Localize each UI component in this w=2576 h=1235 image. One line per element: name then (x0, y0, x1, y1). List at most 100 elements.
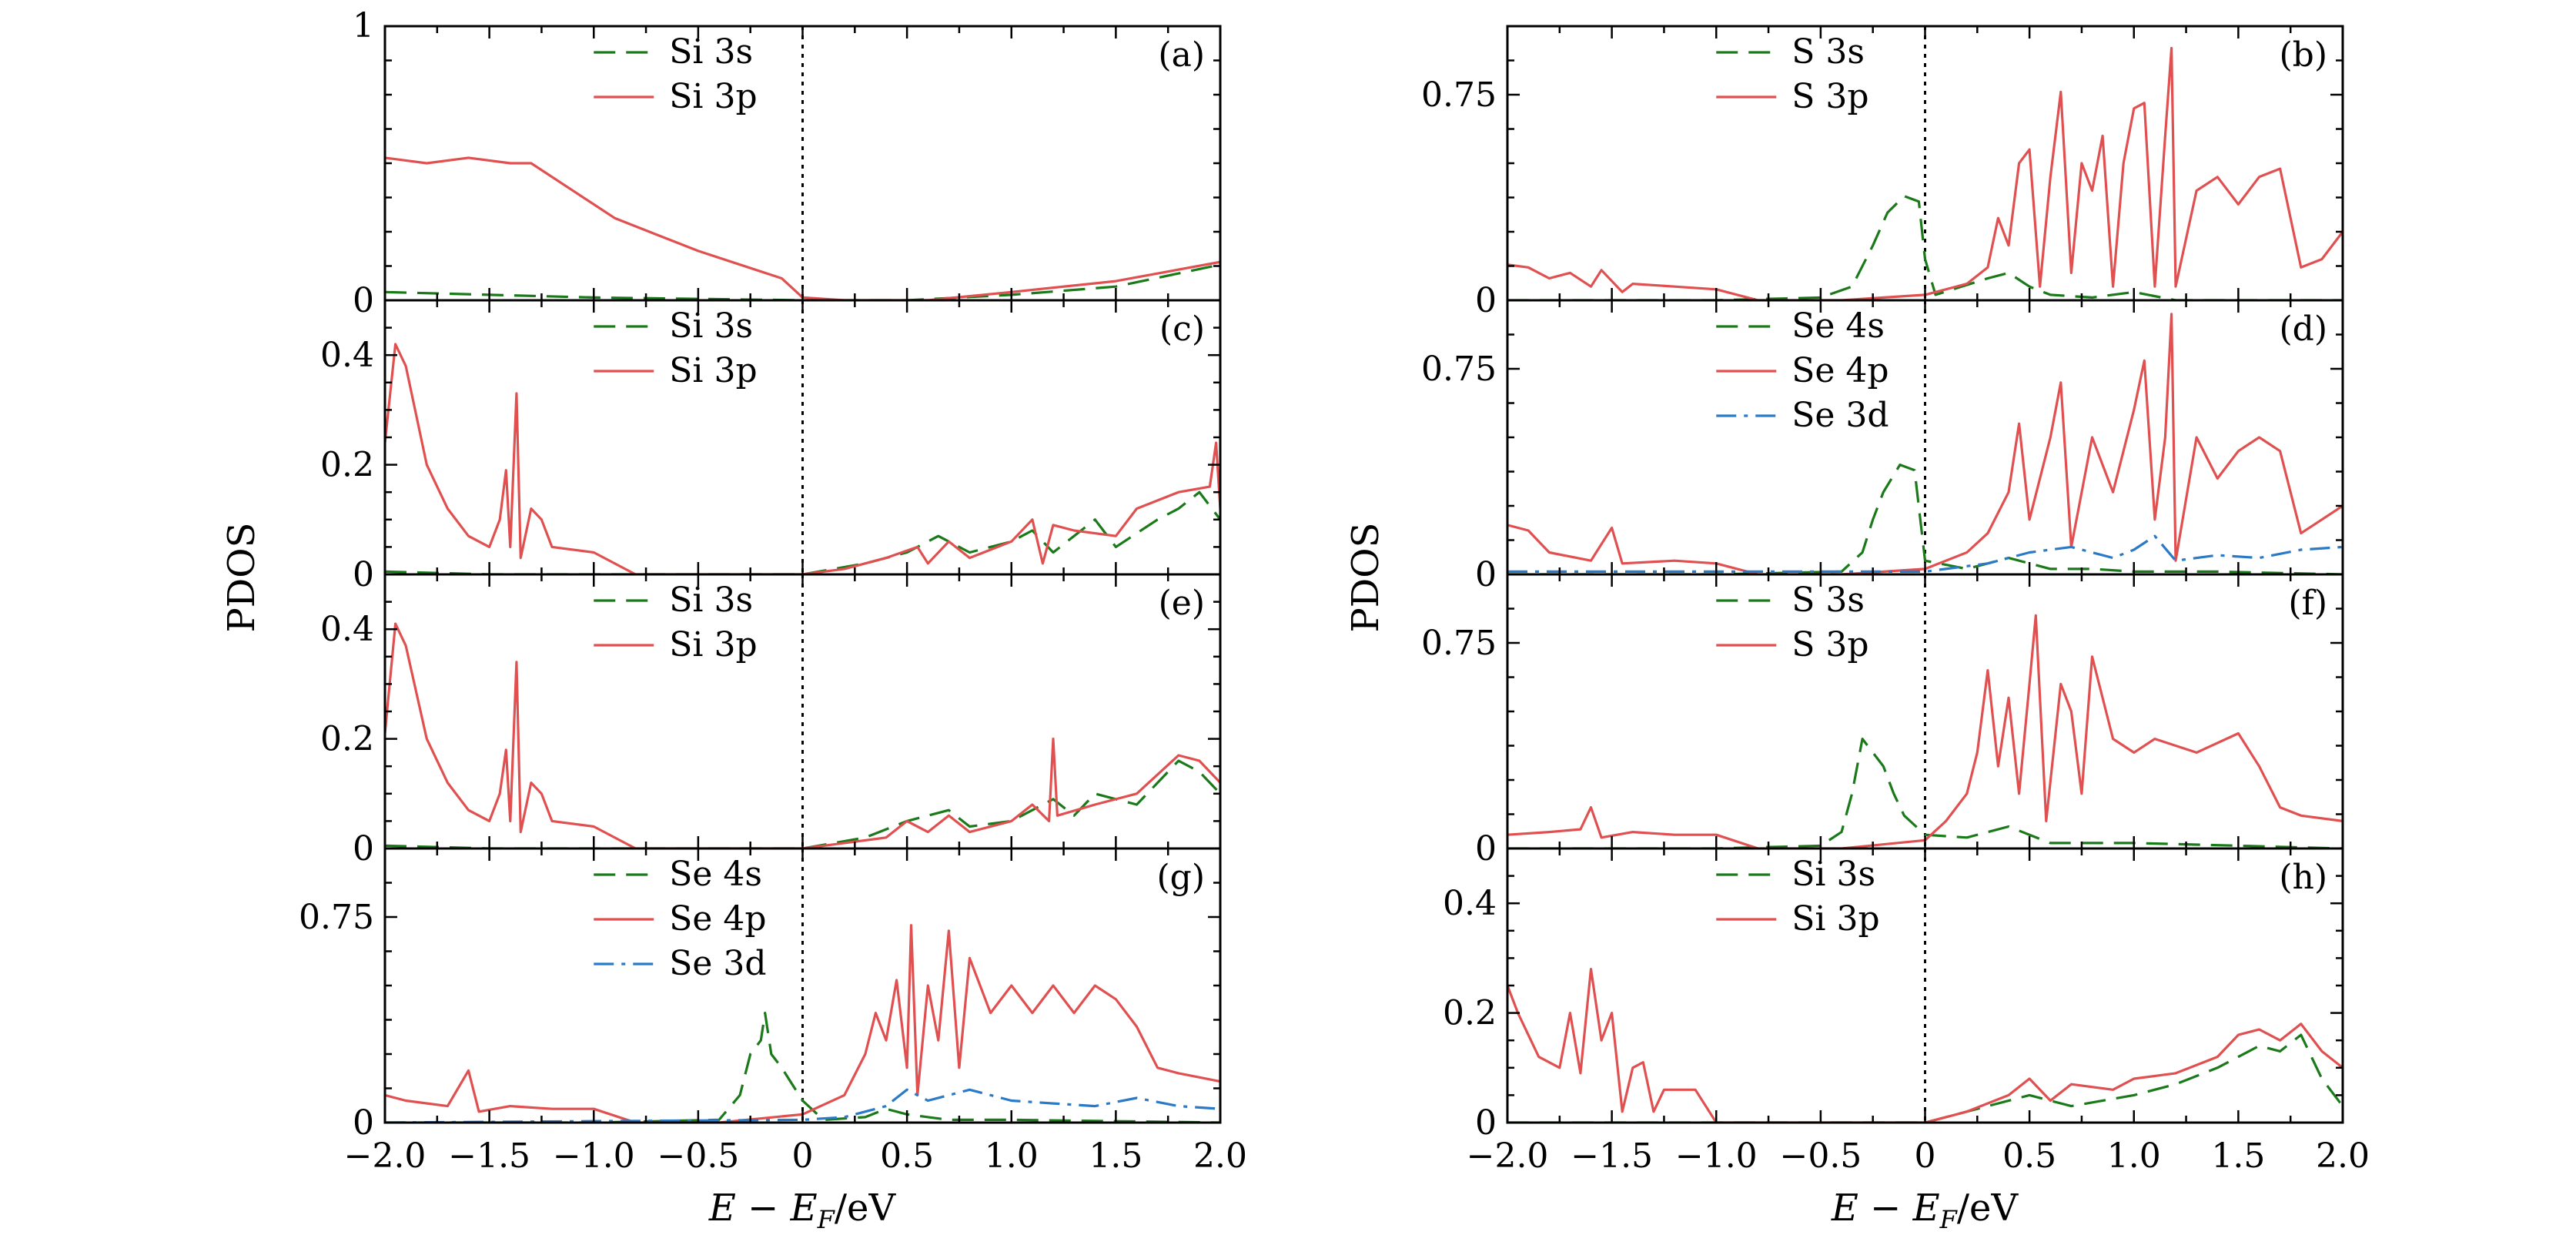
series-group (1507, 313, 2343, 574)
panel-e: 0 0.2 0.4 (e) Si 3s Si 3p (320, 573, 1222, 869)
x-tick-label: −1.5 (1571, 1136, 1653, 1176)
right-y-axis-title: PDOS (1344, 522, 1387, 632)
y-tick-label: 0.4 (320, 336, 374, 375)
x-tick-label: 0 (1915, 1136, 1936, 1176)
panel-f: 0 0.75 (f) S 3s S 3p (1421, 573, 2344, 869)
left-x-axis-title-unit: /eV (835, 1186, 897, 1230)
left-y-axis-title: PDOS (220, 522, 263, 632)
series-line-si-3p (1507, 968, 2343, 1123)
series-line-s-3s (1507, 738, 2343, 848)
series-line-s-3s (1507, 195, 2343, 300)
legend-entry: Si 3s (1791, 855, 1875, 894)
y-tick-label: 0.2 (1443, 994, 1497, 1033)
x-tick-label: 2.0 (2316, 1136, 2370, 1176)
legend-entry: Si 3p (1791, 899, 1879, 939)
series-group (385, 924, 1220, 1123)
x-tick-label: −1.0 (1675, 1136, 1758, 1176)
legend-entry: S 3s (1791, 581, 1865, 620)
panels-layer: 0 1 (a) Si 3s Si 3p 0 0.75 (b) S 3s S 3p 0 0.2 0.4 (c… (299, 6, 2344, 1143)
legend-entry: Se 4p (669, 899, 766, 939)
x-tick-label: 0.5 (2002, 1136, 2056, 1176)
x-tick-label: 0.5 (880, 1136, 934, 1176)
legend-entry: Se 3d (669, 944, 766, 983)
y-tick-label: 0.75 (1421, 350, 1497, 389)
x-tick-label: 1.0 (2107, 1136, 2161, 1176)
x-tick-label: 1.5 (2211, 1136, 2265, 1176)
x-tick-label: −1.5 (448, 1136, 530, 1176)
y-tick-label: 0 (1475, 829, 1497, 869)
series-line-si-3p (385, 343, 1220, 574)
y-tick-label: 0 (353, 281, 374, 320)
panel-h: 0 0.2 0.4 (h) Si 3s Si 3p (1443, 847, 2344, 1143)
series-line-si-3s (385, 263, 1220, 300)
panel-tag-label: (d) (2280, 310, 2328, 349)
legend-entry: S 3s (1791, 32, 1865, 72)
x-tick-label: 0 (792, 1136, 814, 1176)
series-line-se-4p (1507, 313, 2343, 574)
legend-entry: Si 3p (669, 77, 757, 116)
y-tick-label: 0.4 (1443, 884, 1497, 923)
series-group (1507, 614, 2343, 848)
panel-b: 0 0.75 (b) S 3s S 3p (1421, 25, 2344, 320)
y-tick-label: 0 (353, 1103, 374, 1143)
legend-entry: Si 3s (669, 32, 753, 72)
y-tick-label: 0 (353, 555, 374, 594)
panel-tag-label: (b) (2280, 35, 2328, 75)
left-column-x-ticks: −2.0 −1.5 −1.0 −0.5 0 0.5 1.0 1.5 2.0 (344, 1136, 1247, 1176)
x-tick-label: −1.0 (553, 1136, 635, 1176)
left-x-axis-title-main: E − E (708, 1186, 818, 1230)
legend-entry: S 3p (1791, 625, 1868, 664)
y-tick-label: 0 (1475, 1103, 1497, 1143)
panel-tag-label: (h) (2279, 858, 2327, 897)
y-tick-label: 0.2 (320, 446, 374, 485)
panel-tag-label: (a) (1158, 35, 1205, 75)
x-tick-label: −0.5 (1779, 1136, 1862, 1176)
y-tick-label: 0 (1475, 281, 1497, 320)
series-line-se-4p (385, 924, 1220, 1123)
x-tick-label: 1.0 (985, 1136, 1039, 1176)
panel-g: 0 0.75 (g) Se 4s Se 4p Se 3d (299, 847, 1222, 1143)
series-group (385, 156, 1220, 300)
legend-entry: Si 3p (669, 625, 757, 664)
right-x-axis-title-unit: /eV (1957, 1186, 2019, 1230)
panel-c: 0 0.2 0.4 (c) Si 3s Si 3p (320, 299, 1222, 594)
right-x-axis-title-sub: F (1939, 1205, 1959, 1234)
series-group (385, 343, 1220, 574)
y-tick-label: 0.75 (1421, 624, 1497, 663)
x-tick-label: 2.0 (1193, 1136, 1247, 1176)
left-x-axis-title: E − EF/eV (708, 1186, 897, 1234)
legend-entry: Si 3s (669, 306, 753, 346)
series-group (1507, 968, 2343, 1123)
right-column-x-ticks: −2.0 −1.5 −1.0 −0.5 0 0.5 1.0 1.5 2.0 (1467, 1136, 2370, 1176)
legend-entry: Si 3s (669, 581, 753, 620)
series-group (385, 622, 1220, 848)
y-tick-label: 0 (353, 829, 374, 869)
series-line-s-3p (1507, 46, 2343, 300)
x-tick-label: −0.5 (657, 1136, 739, 1176)
legend-entry: Se 4p (1791, 351, 1889, 390)
x-tick-label: −2.0 (344, 1136, 427, 1176)
legend-entry: Se 3d (1791, 396, 1889, 435)
y-tick-label: 0.2 (320, 720, 374, 759)
series-line-se-4s (1507, 464, 2343, 574)
legend-entry: Si 3p (669, 351, 757, 390)
panel-tag-label: (f) (2288, 584, 2327, 623)
legend-entry: Se 4s (669, 855, 762, 894)
x-tick-label: −2.0 (1467, 1136, 1549, 1176)
panel-a: 0 1 (a) Si 3s Si 3p (353, 6, 1222, 320)
left-x-axis-title-sub: F (817, 1205, 836, 1234)
series-line-s-3p (1507, 614, 2343, 848)
panel-tag-label: (c) (1159, 310, 1205, 349)
series-line-se-3d (385, 1088, 1220, 1123)
y-tick-label: 0 (1475, 555, 1497, 594)
series-line-se-4s (385, 1012, 1220, 1123)
panel-tag-label: (g) (1157, 858, 1206, 897)
right-x-axis-title-main: E − E (1831, 1186, 1940, 1230)
legend-entry: Se 4s (1791, 306, 1885, 346)
panel-d: 0 0.75 (d) Se 4s Se 4p Se 3d (1421, 299, 2344, 594)
x-tick-label: 1.5 (1089, 1136, 1142, 1176)
right-x-axis-title: E − EF/eV (1831, 1186, 2019, 1234)
y-tick-label: 0.75 (1421, 75, 1497, 115)
panel-tag-label: (e) (1159, 584, 1205, 623)
